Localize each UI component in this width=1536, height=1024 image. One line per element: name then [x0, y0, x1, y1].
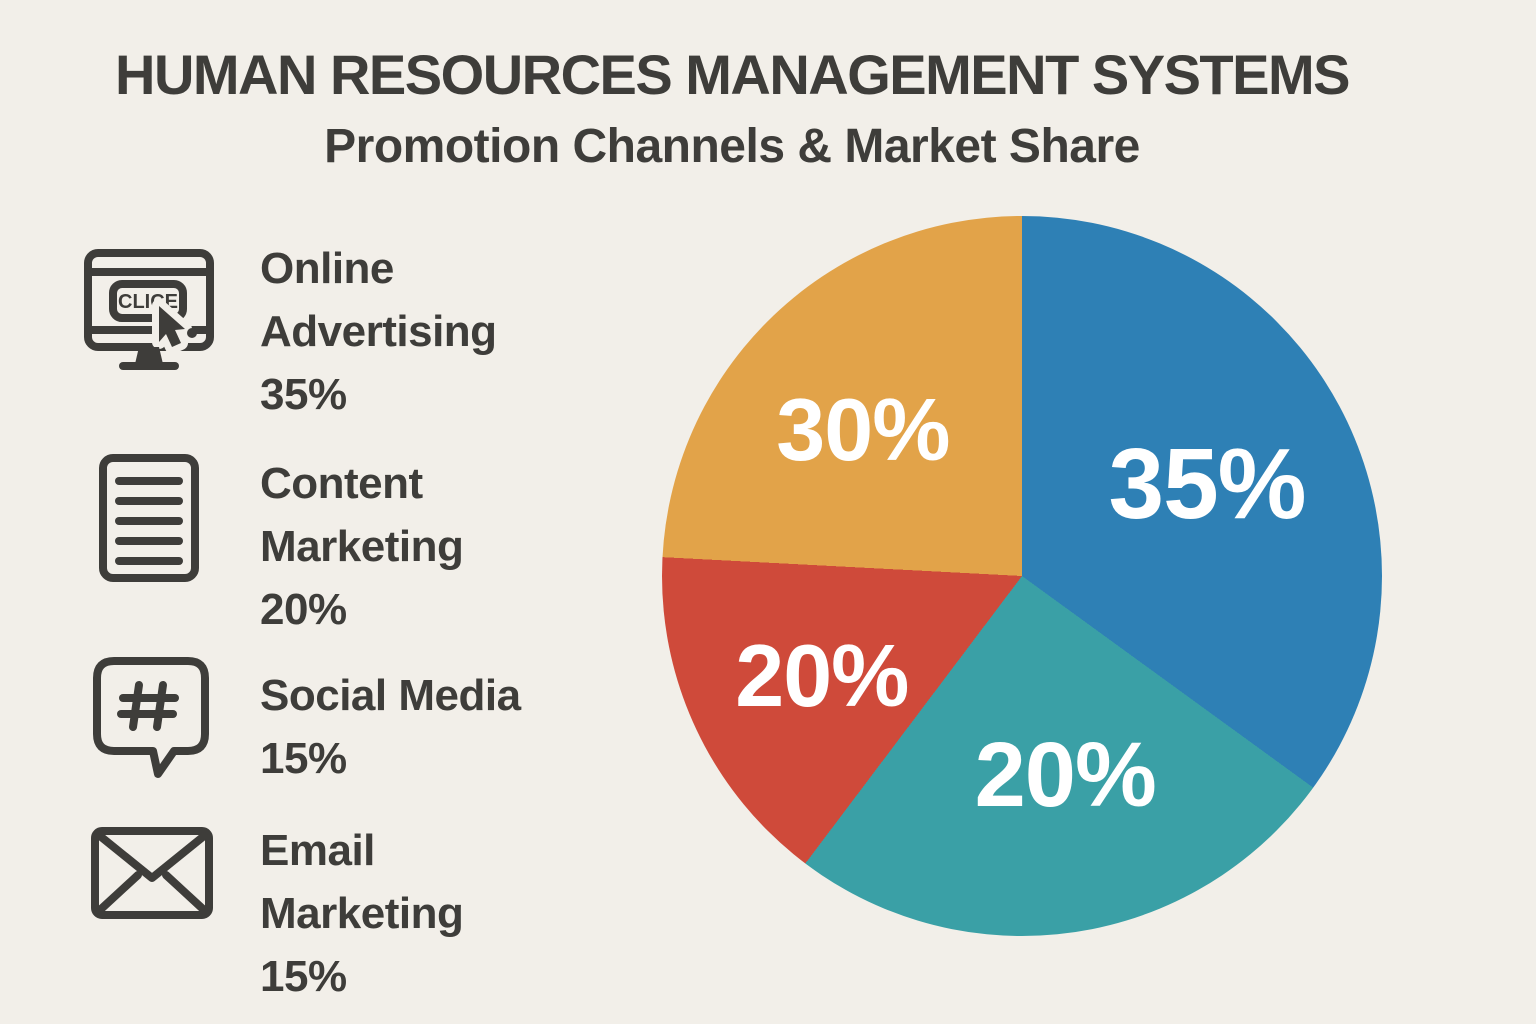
legend-item-label: Online Advertising 35%	[260, 237, 497, 426]
legend-line: Online	[260, 244, 394, 293]
pie-slice-label: 30%	[776, 379, 950, 479]
legend-line: Marketing	[260, 889, 464, 938]
page-subtitle: Promotion Channels & Market Share	[324, 120, 1140, 173]
pie-slice-label: 35%	[1108, 427, 1306, 540]
legend-percent: 15%	[260, 952, 347, 1001]
document-icon	[98, 453, 200, 588]
legend-percent: 20%	[260, 585, 347, 634]
legend-percent: 35%	[260, 370, 347, 419]
envelope-icon	[90, 826, 214, 925]
legend-line: Content	[260, 459, 423, 508]
hashtag-bubble-icon	[92, 656, 210, 787]
page-title: HUMAN RESOURCES MANAGEMENT SYSTEMS	[115, 43, 1350, 106]
legend-item-label: Social Media 15%	[260, 664, 521, 790]
pie-chart: 35% 20% 20% 30%	[662, 216, 1382, 936]
legend-item-label: Email Marketing 15%	[260, 819, 464, 1008]
legend-line: Email	[260, 826, 375, 875]
monitor-click-icon: CLICE	[83, 248, 215, 377]
legend-line: Advertising	[260, 307, 497, 356]
pie-slice-label: 20%	[974, 723, 1157, 826]
legend-line: Marketing	[260, 522, 464, 571]
pie-slice-label: 20%	[735, 626, 909, 726]
legend-percent: 15%	[260, 734, 347, 783]
legend-item-label: Content Marketing 20%	[260, 452, 464, 641]
legend-line: Social Media	[260, 671, 521, 720]
